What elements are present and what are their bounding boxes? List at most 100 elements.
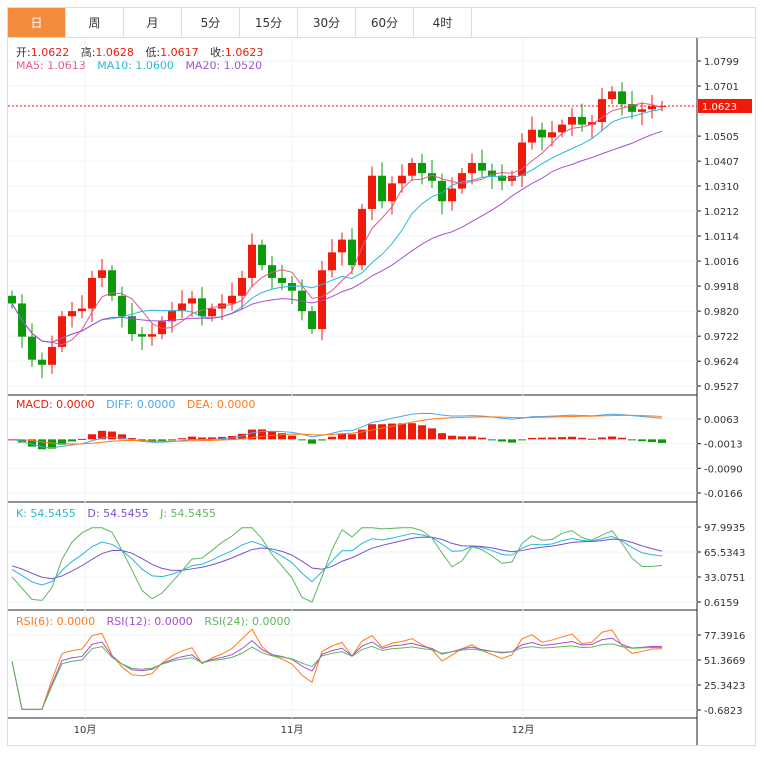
y-tick-label: 0.6159	[704, 598, 739, 609]
candle-up	[88, 277, 96, 309]
rsi-legend: RSI(6): 0.0000 RSI(12): 0.0000 RSI(24): …	[16, 615, 298, 628]
tab-6[interactable]: 60分	[356, 8, 414, 37]
macd-bar	[468, 436, 476, 440]
period-tabs: 日周月 5分 15分 30分 60分 4时	[8, 8, 755, 38]
macd-bar	[298, 439, 306, 441]
candle-down	[348, 239, 356, 266]
macd-bar	[158, 439, 166, 442]
macd-bar	[78, 438, 86, 440]
ma20-legend: MA20: 1.0520	[185, 59, 263, 72]
y-tick-label: -0.0090	[704, 464, 743, 475]
candle-up	[548, 132, 556, 138]
rsi6-line	[11, 628, 663, 710]
tab-3[interactable]: 5分	[182, 8, 240, 37]
y-tick-label: 65.5343	[704, 548, 745, 559]
dea-value: DEA: 0.0000	[186, 398, 256, 411]
macd-bar	[548, 437, 556, 440]
macd-bar	[598, 437, 606, 440]
tab-5[interactable]: 30分	[298, 8, 356, 37]
price-tick-label: 1.0505	[704, 132, 739, 143]
macd-bar	[328, 436, 336, 440]
candle-up	[168, 311, 176, 322]
macd-bar	[28, 439, 36, 447]
candle-up	[328, 252, 336, 271]
candle-down	[28, 336, 36, 360]
tab-1[interactable]: 周	[66, 8, 124, 37]
candle-up	[638, 109, 646, 112]
candle-up	[178, 303, 186, 312]
macd-bar	[278, 433, 286, 440]
y-tick-label: 51.3669	[704, 656, 745, 667]
candle-up	[318, 270, 326, 330]
macd-bar	[608, 436, 616, 440]
last-price-label: 1.0623	[702, 102, 737, 113]
tab-4[interactable]: 15分	[240, 8, 298, 37]
low-value: 1.0617	[160, 46, 199, 59]
ohlc-legend: 开:1.0622 高:1.0628 低:1.0617 收:1.0623	[16, 44, 271, 60]
candle-down	[628, 104, 636, 112]
candle-up	[238, 277, 246, 296]
candle-up	[398, 175, 406, 184]
price-tick-label: 0.9820	[704, 307, 739, 318]
candle-down	[38, 359, 46, 365]
candle-up	[598, 99, 606, 123]
rsi24-line	[11, 643, 663, 710]
candle-down	[478, 162, 486, 171]
macd-bar	[368, 424, 376, 440]
macd-bar	[408, 423, 416, 440]
macd-bar	[428, 428, 436, 440]
open-label: 开:	[16, 46, 31, 59]
y-tick-label: 25.3423	[704, 681, 745, 692]
tab-7[interactable]: 4时	[414, 8, 472, 37]
x-tick-label: 12月	[512, 724, 535, 736]
ma20-line	[11, 130, 663, 343]
candle-up	[188, 298, 196, 304]
low-label: 低:	[145, 46, 161, 59]
macd-bar	[568, 436, 576, 440]
macd-bar	[418, 425, 426, 440]
price-tick-label: 1.0212	[704, 207, 739, 218]
candle-down	[378, 175, 386, 202]
macd-bar	[488, 439, 496, 441]
candle-up	[388, 183, 396, 202]
candle-down	[128, 316, 136, 335]
macd-bar	[288, 435, 296, 440]
macd-bar	[128, 438, 136, 440]
y-tick-label: 77.3916	[704, 631, 745, 642]
macd-bar	[198, 437, 206, 440]
macd-bar	[458, 436, 466, 440]
open-value: 1.0622	[30, 46, 70, 59]
candle-down	[618, 91, 626, 105]
candle-up	[148, 334, 156, 337]
macd-bar	[508, 439, 516, 443]
macd-bar	[208, 437, 216, 440]
price-tick-label: 1.0799	[704, 57, 739, 68]
candle-down	[288, 283, 296, 291]
candle-down	[118, 295, 126, 317]
price-tick-label: 1.0310	[704, 182, 739, 193]
candle-down	[308, 311, 316, 330]
macd-bar	[48, 439, 56, 449]
j-line	[11, 527, 663, 603]
close-value: 1.0623	[224, 46, 264, 59]
tab-2[interactable]: 月	[124, 8, 182, 37]
ma-legend: MA5: 1.0613 MA10: 1.0600 MA20: 1.0520	[16, 59, 270, 72]
macd-bar	[138, 439, 146, 441]
candle-up	[558, 124, 566, 133]
macd-bar	[638, 439, 646, 442]
ma5-line	[11, 102, 663, 346]
candle-up	[408, 162, 416, 176]
macd-bar	[648, 439, 656, 443]
macd-bar	[618, 437, 626, 440]
candle-down	[488, 170, 496, 176]
macd-bar	[68, 439, 76, 442]
candle-up	[338, 239, 346, 253]
candle-down	[8, 295, 16, 304]
x-tick-label: 10月	[74, 724, 97, 736]
macd-bar	[308, 439, 316, 444]
macd-bar	[628, 439, 636, 441]
macd-bar	[118, 434, 126, 440]
tab-0[interactable]: 日	[8, 8, 66, 37]
kdj-legend: K: 54.5455 D: 54.5455 J: 54.5455	[16, 507, 224, 520]
